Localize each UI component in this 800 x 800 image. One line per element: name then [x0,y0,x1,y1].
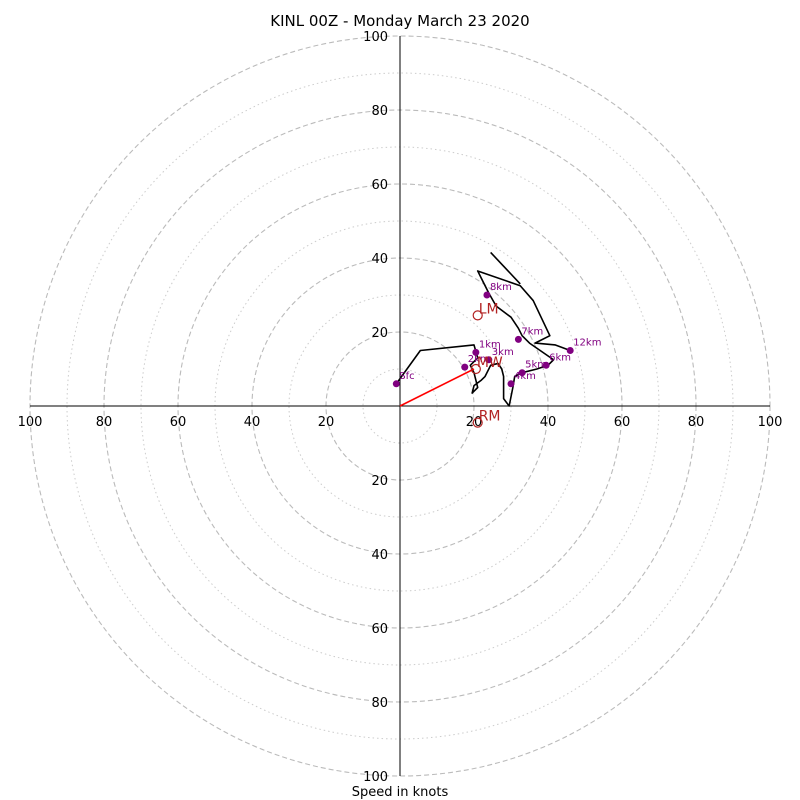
height-label-4km: 4km [514,371,536,382]
tick-label-x-left: 60 [170,415,187,430]
tick-label-y-top: 60 [371,178,388,193]
tick-labels: 2020202040404040606060608080808010010010… [18,30,783,785]
storm-label-mw: MW [477,355,503,371]
chart-title: KINL 00Z - Monday March 23 2020 [270,12,529,30]
tick-label-y-bottom: 40 [371,548,388,563]
tick-label-y-bottom: 80 [371,696,388,711]
height-label-6km: 6km [549,352,571,363]
height-marker-12km [566,347,574,354]
height-marker-5km [518,369,526,377]
tick-label-x-left: 80 [96,415,113,430]
tick-label-y-top: 80 [371,104,388,119]
tick-label-x-left: 40 [244,415,261,430]
tick-label-y-bottom: 60 [371,622,388,637]
tick-label-x-left: 20 [318,415,335,430]
tick-label-x-right: 80 [688,415,705,430]
shear-vector [399,368,475,407]
storm-label-lm: LM [479,301,499,317]
hodograph-line [395,270,571,407]
height-label-3km: 3km [492,347,514,358]
tick-label-y-top: 20 [371,326,388,341]
storm-marker-lm [472,310,483,321]
height-marker-1km [472,348,480,356]
tick-label-y-top: 40 [371,252,388,267]
height-label-7km: 7km [521,326,543,337]
hodograph-upper-segment [490,251,521,285]
height-label-1km: 1km [479,339,501,350]
height-label-2km: 2km [468,354,490,365]
height-label-8km: 8km [490,282,512,293]
tick-label-y-top: 100 [363,30,388,45]
x-axis-label: Speed in knots [352,785,449,800]
height-marker-Sfc [392,380,400,388]
height-marker-8km [483,291,491,299]
height-label-12km: 12km [573,338,601,349]
tick-label-y-bottom: 100 [363,770,388,785]
tick-label-x-right: 60 [614,415,631,430]
tick-label-x-right: 40 [540,415,557,430]
storm-marker-mw [470,363,481,375]
height-marker-7km [514,335,522,343]
height-marker-3km [485,356,493,364]
storm-label-rm: RM [479,409,501,425]
height-marker-2km [461,363,469,371]
height-marker-6km [542,361,550,369]
hodograph-trace [395,251,571,407]
tick-label-x-right: 100 [758,415,783,430]
height-label-5km: 5km [525,360,547,371]
tick-label-y-bottom: 20 [371,474,388,489]
tick-label-x-left: 100 [18,415,43,430]
shear-vector-group [399,368,475,407]
height-marker-4km [507,380,515,388]
storm-motion-markers: LM RM MW [470,301,503,428]
storm-marker-rm [472,417,483,428]
height-label-Sfc: Sfc [399,371,414,382]
